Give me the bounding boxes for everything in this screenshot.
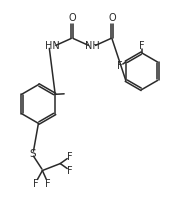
Text: F: F bbox=[67, 165, 73, 176]
Text: NH: NH bbox=[85, 41, 99, 52]
Text: S: S bbox=[29, 149, 36, 159]
Text: F: F bbox=[33, 179, 39, 190]
Text: F: F bbox=[67, 152, 73, 162]
Text: HN: HN bbox=[45, 41, 60, 52]
Text: F: F bbox=[139, 41, 144, 51]
Text: F: F bbox=[44, 179, 50, 190]
Text: O: O bbox=[108, 13, 116, 23]
Text: F: F bbox=[116, 61, 122, 71]
Text: O: O bbox=[68, 13, 76, 23]
